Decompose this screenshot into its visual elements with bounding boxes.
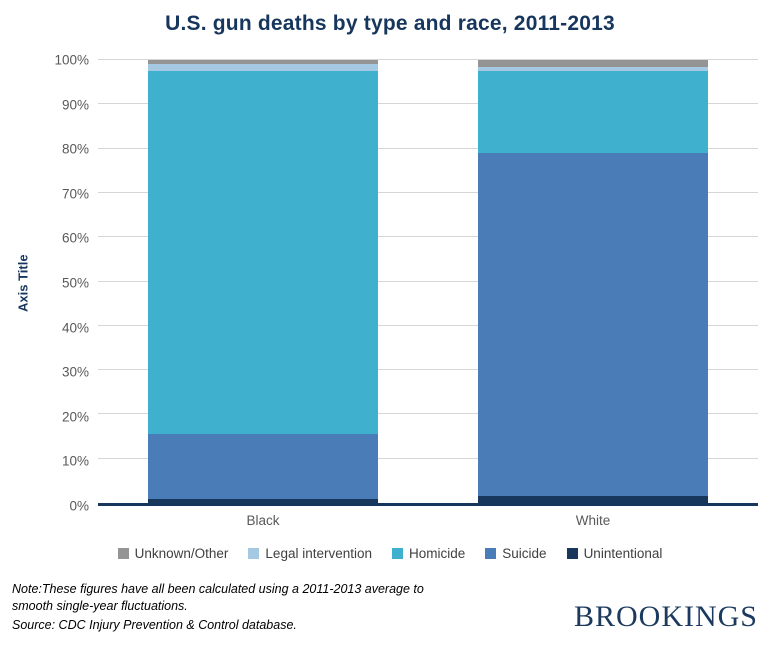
chart-title: U.S. gun deaths by type and race, 2011-2… <box>165 12 615 35</box>
segment-black-homicide <box>148 71 378 435</box>
gridline <box>98 147 758 149</box>
y-tick-label-100: 100% <box>54 52 89 68</box>
gridline <box>98 103 758 105</box>
bars <box>98 60 758 503</box>
gridline <box>98 457 758 459</box>
footer: Note:These figures have all been calcula… <box>12 581 768 634</box>
source-text: Source: CDC Injury Prevention & Control … <box>12 617 297 632</box>
segment-white-legal-intervention <box>478 66 708 72</box>
bar-white <box>478 60 708 503</box>
segment-white-unintentional <box>478 496 708 503</box>
segment-black-legal-intervention <box>148 64 378 72</box>
y-axis-title: Axis Title <box>15 254 31 312</box>
gridline <box>98 369 758 371</box>
y-tick-label-30: 30% <box>61 364 89 380</box>
legend-item-homicide: Homicide <box>392 546 465 561</box>
chart-area: Axis Title 0% 10% 20% 30% 40% 50% 60% 70% 80% 90%… <box>12 53 768 514</box>
segment-black-unknown-other <box>148 60 378 65</box>
y-axis-tick-labels: 0% 10% 20% 30% 40% 50% 60% 70% 80% 90% 100% <box>34 53 98 514</box>
legend-label-unknown-other: Unknown/Other <box>134 546 229 561</box>
gridline <box>98 413 758 415</box>
y-tick-label-50: 50% <box>61 275 89 291</box>
y-tick-label-70: 70% <box>61 186 89 202</box>
y-tick-label-90: 90% <box>61 97 89 113</box>
legend-label-legal-intervention: Legal intervention <box>265 546 372 561</box>
segment-black-suicide <box>148 434 378 499</box>
legend-label-unintentional: Unintentional <box>583 546 663 561</box>
legend-label-homicide: Homicide <box>409 546 466 561</box>
segment-white-suicide <box>478 153 708 497</box>
legend-item-unintentional: Unintentional <box>566 546 663 561</box>
segment-white-homicide <box>478 71 708 154</box>
x-axis-labels: Black White <box>98 506 758 528</box>
x-axis-label-black: Black <box>246 513 280 528</box>
segment-black-unintentional <box>148 498 378 503</box>
legend: Unknown/Other Legal intervention Homicide S… <box>12 546 768 561</box>
gridline <box>98 59 758 60</box>
y-tick-label-20: 20% <box>61 409 89 425</box>
gridline <box>98 236 758 238</box>
legend-swatch-suicide <box>485 548 497 559</box>
y-tick-label-80: 80% <box>61 141 89 157</box>
segment-white-unknown-other <box>478 60 708 67</box>
legend-item-suicide: Suicide <box>485 546 547 561</box>
legend-swatch-homicide <box>392 548 403 559</box>
legend-label-suicide: Suicide <box>502 546 547 561</box>
gridline <box>98 324 758 326</box>
x-axis-label-white: White <box>575 513 611 528</box>
legend-item-unknown-other: Unknown/Other <box>117 546 229 561</box>
y-tick-label-0: 0% <box>69 498 89 514</box>
plot-area <box>98 59 758 506</box>
bar-black <box>148 60 378 503</box>
legend-swatch-unintentional <box>566 548 578 559</box>
y-tick-label-40: 40% <box>61 320 89 336</box>
legend-swatch-unknown-other <box>117 548 129 559</box>
legend-item-legal-intervention: Legal intervention <box>248 546 372 561</box>
legend-swatch-legal-intervention <box>248 548 260 559</box>
footer-notes: Note:These figures have all been calcula… <box>12 581 464 634</box>
y-tick-label-60: 60% <box>61 230 89 246</box>
gridline <box>98 191 758 193</box>
y-tick-label-10: 10% <box>61 453 89 469</box>
note-text: Note:These figures have all been calcula… <box>12 582 424 613</box>
brookings-logo: BROOKINGS <box>573 599 758 633</box>
gridline <box>98 280 758 282</box>
